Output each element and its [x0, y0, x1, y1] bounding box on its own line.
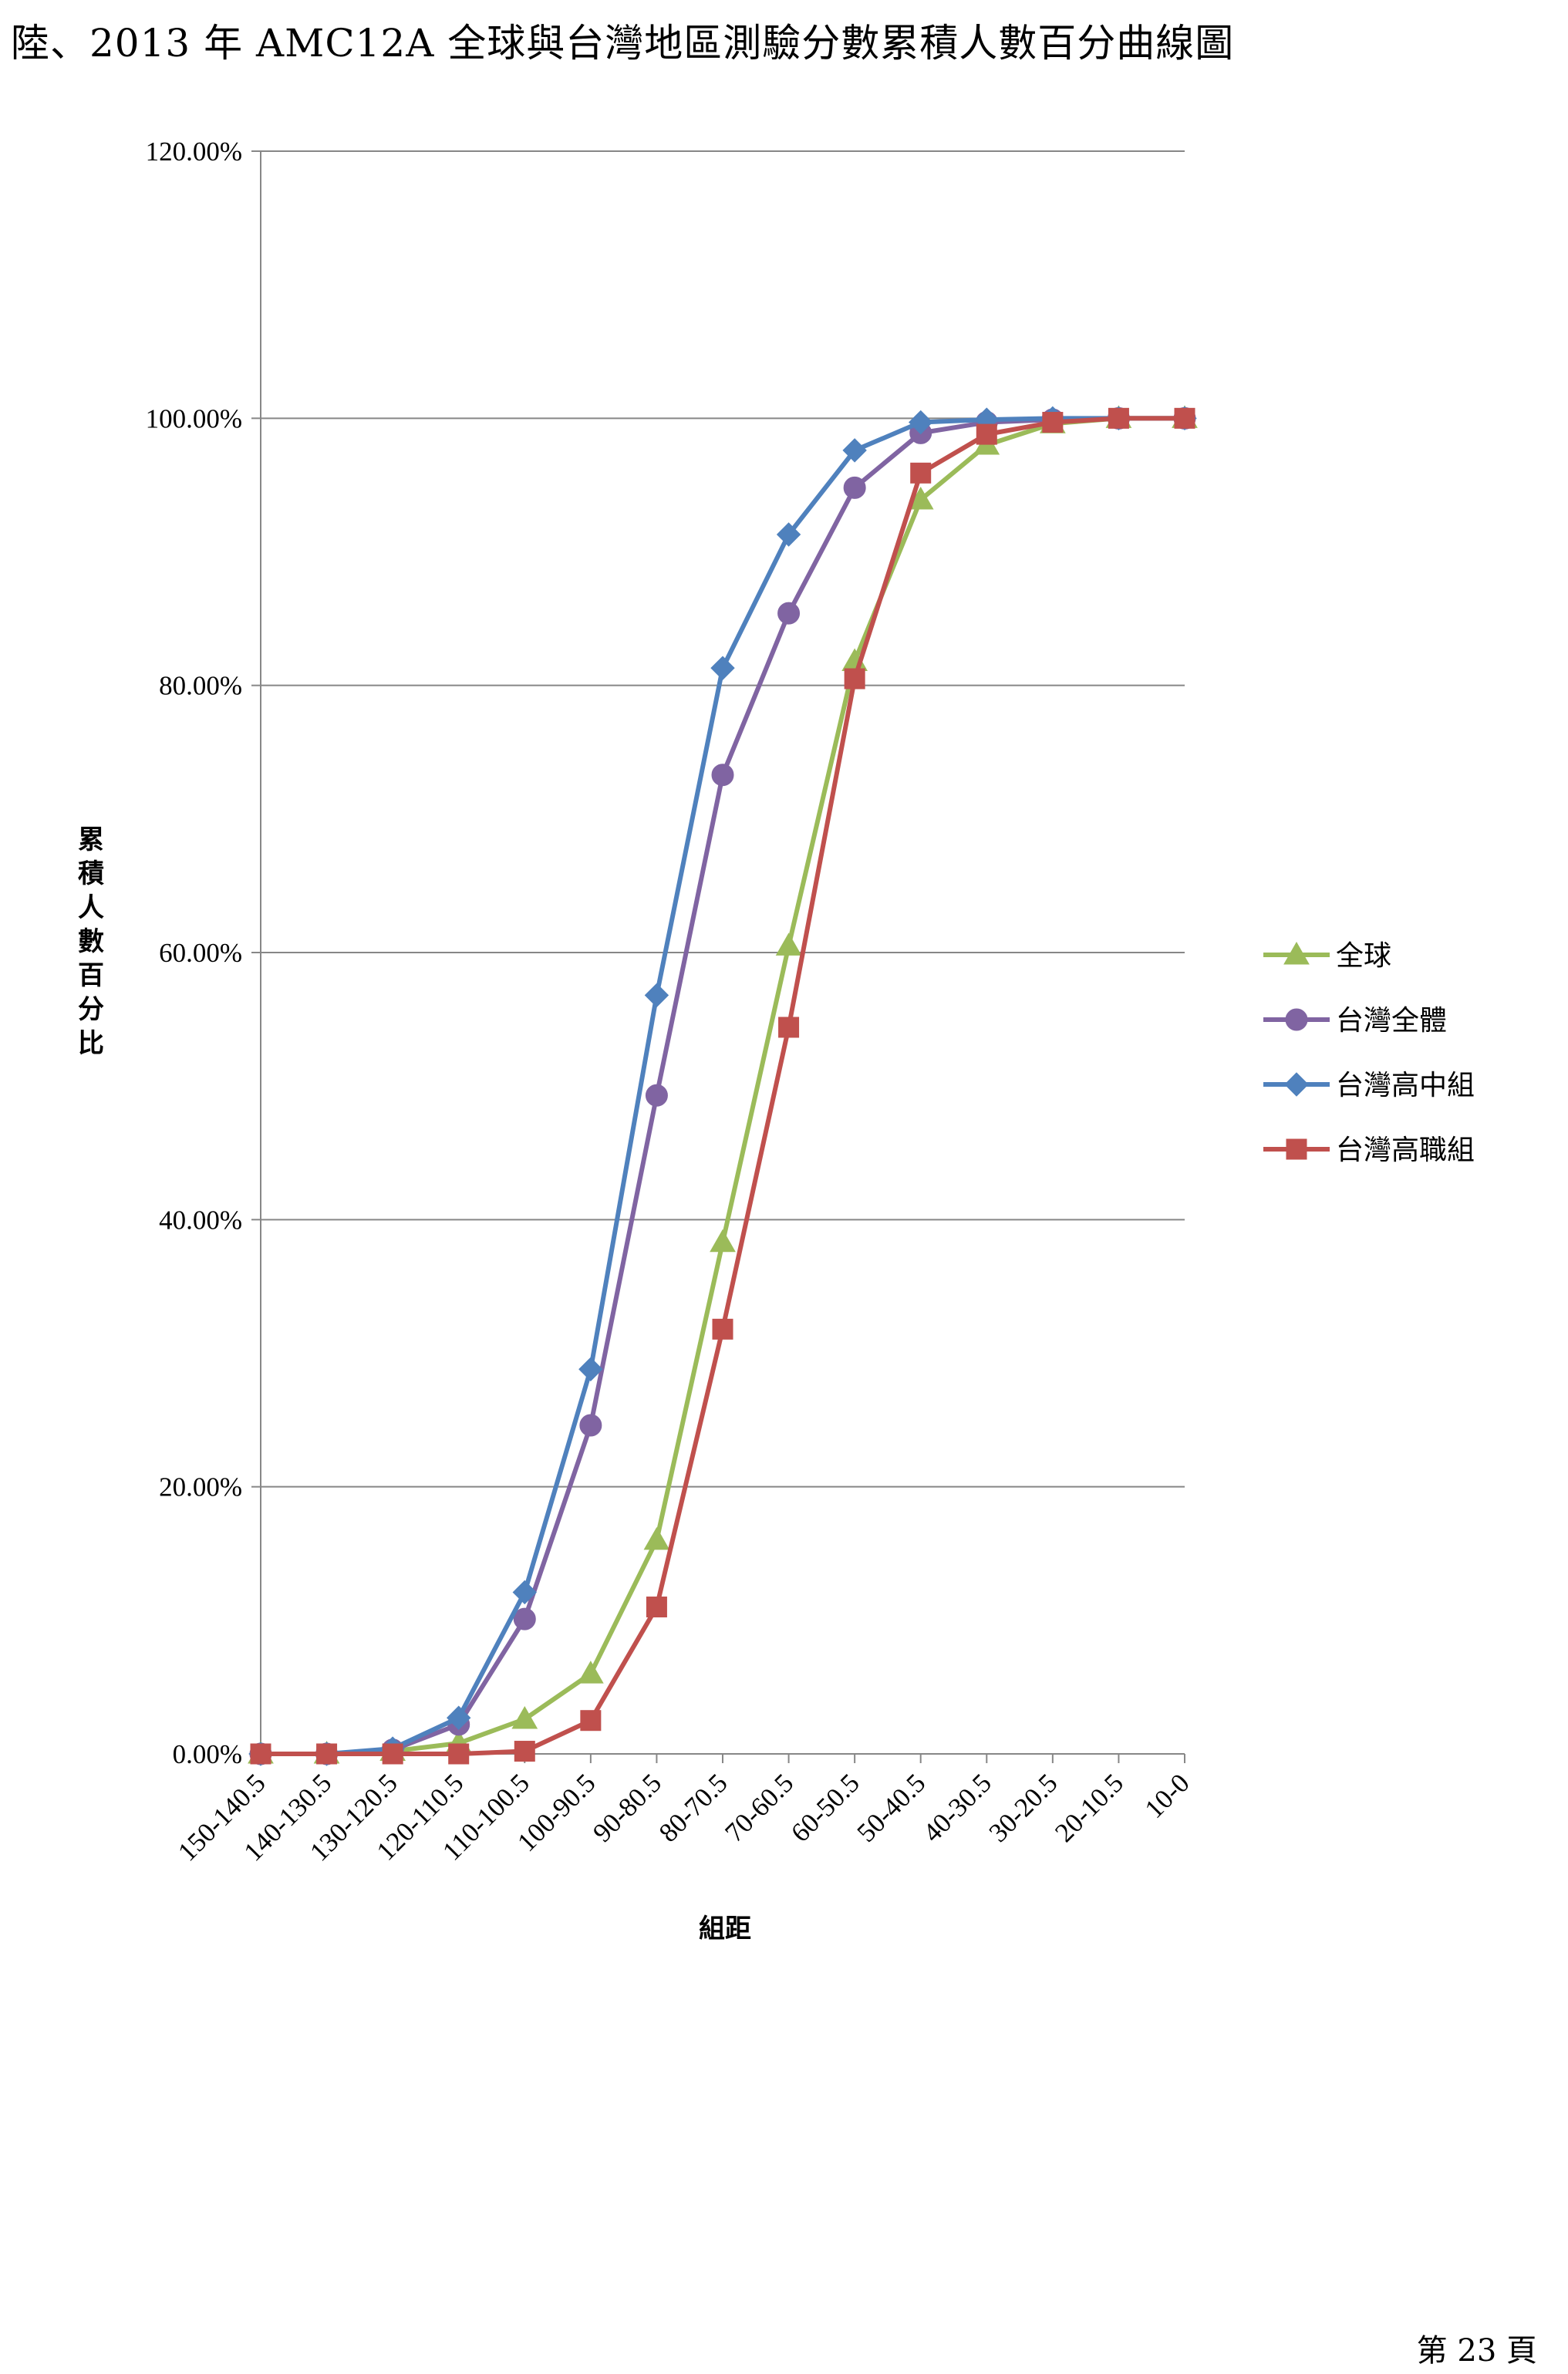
- page-number: 第 23 頁: [1416, 2333, 1537, 2369]
- data-point-triangle: [775, 932, 802, 956]
- data-point-diamond: [909, 410, 933, 435]
- series-circle: [249, 406, 1196, 1765]
- series-diamond: [248, 406, 1197, 1766]
- x-tick-labels: 150-140.5140-130.5130-120.5120-110.5110-…: [172, 1768, 1195, 1867]
- y-tick-label: 120.00%: [146, 137, 242, 167]
- legend-label: 台灣全體: [1336, 1005, 1447, 1037]
- y-axis-title-char: 比: [78, 1028, 104, 1059]
- x-tick-label: 20-10.5: [1049, 1768, 1129, 1848]
- data-point-square: [976, 423, 997, 445]
- data-point-diamond: [710, 656, 735, 680]
- series-square: [250, 407, 1195, 1765]
- y-axis-title-char: 數: [78, 926, 104, 957]
- data-point-circle: [843, 476, 866, 499]
- data-point-circle: [579, 1414, 602, 1437]
- data-point-square: [1174, 407, 1195, 429]
- legend-label: 全球: [1336, 940, 1391, 972]
- data-point-square: [646, 1597, 667, 1618]
- y-tick-label: 80.00%: [159, 671, 242, 701]
- y-tick-labels: 0.00% 20.00% 40.00% 60.00% 80.00% 100.00% 120.…: [146, 137, 242, 1769]
- y-tick-label: 0.00%: [173, 1739, 242, 1769]
- axes: [260, 151, 1185, 1763]
- y-axis-title-char: 積: [78, 858, 104, 889]
- data-point-diamond: [1284, 1072, 1309, 1097]
- x-tick-label: 30-20.5: [983, 1768, 1064, 1848]
- x-tick-label: 90-80.5: [587, 1768, 667, 1848]
- y-axis-title-char: 人: [78, 892, 104, 923]
- data-point-square: [514, 1741, 535, 1762]
- y-axis-title-char: 分: [78, 994, 104, 1025]
- legend-item: 台灣高中組: [1263, 1070, 1475, 1101]
- data-point-square: [580, 1710, 602, 1732]
- y-axis-title-char: 累: [78, 824, 104, 855]
- data-point-diamond: [512, 1580, 537, 1605]
- data-point-triangle: [710, 1229, 736, 1253]
- data-point-square: [844, 668, 865, 690]
- series-line: [261, 416, 1185, 1756]
- x-tick-label: 80-70.5: [653, 1768, 733, 1848]
- data-point-circle: [1285, 1008, 1308, 1031]
- series-line: [261, 416, 1185, 1756]
- series-triangle: [248, 405, 1198, 1764]
- x-tick-label: 40-30.5: [917, 1768, 997, 1848]
- y-axis-title: 累積人數百分比: [78, 824, 104, 1059]
- data-point-triangle: [643, 1526, 670, 1550]
- x-tick-label: 50-40.5: [851, 1768, 931, 1848]
- legend-label: 台灣高職組: [1336, 1135, 1475, 1166]
- data-point-square: [316, 1743, 338, 1765]
- data-point-square: [712, 1318, 733, 1340]
- data-point-square: [382, 1743, 403, 1765]
- series-line: [261, 416, 1185, 1756]
- data-point-circle: [645, 1084, 668, 1107]
- legend-item: 台灣高職組: [1263, 1135, 1475, 1166]
- data-point-square: [448, 1743, 470, 1765]
- y-tick-label: 20.00%: [159, 1472, 242, 1502]
- data-point-triangle: [577, 1661, 604, 1684]
- y-axis-title-char: 百: [78, 960, 104, 991]
- data-point-square: [778, 1017, 800, 1038]
- legend-item: 全球: [1263, 940, 1391, 972]
- data-point-triangle: [511, 1705, 538, 1729]
- data-point-square: [1042, 412, 1064, 433]
- data-point-square: [910, 462, 932, 484]
- data-point-circle: [777, 602, 801, 625]
- x-tick-label: 70-60.5: [719, 1768, 799, 1848]
- data-point-triangle: [1283, 941, 1310, 965]
- legend-label: 台灣高中組: [1336, 1070, 1475, 1101]
- series-line: [261, 416, 1185, 1756]
- x-tick-label: 60-50.5: [785, 1768, 865, 1848]
- data-point-diamond: [842, 438, 867, 463]
- page-title: 陸、2013 年 AMC12A 全球與台灣地區測驗分數累積人數百分曲線圖: [11, 21, 1235, 66]
- data-point-diamond: [578, 1357, 603, 1381]
- data-point-square: [1286, 1138, 1307, 1160]
- gridlines: [251, 150, 1185, 1755]
- x-tick-label: 10-0: [1139, 1768, 1195, 1824]
- legend-item: 台灣全體: [1263, 1005, 1447, 1037]
- data-point-diamond: [776, 522, 801, 547]
- data-point-square: [1108, 407, 1129, 429]
- data-point-square: [250, 1743, 271, 1765]
- y-tick-label: 100.00%: [146, 403, 242, 433]
- data-point-circle: [513, 1607, 536, 1630]
- y-tick-label: 40.00%: [159, 1205, 242, 1235]
- y-tick-label: 60.00%: [159, 938, 242, 968]
- series-lines: [248, 405, 1198, 1766]
- data-point-circle: [711, 764, 734, 787]
- x-axis-title: 組距: [699, 1914, 751, 1944]
- data-point-diamond: [447, 1705, 471, 1730]
- data-point-diamond: [644, 983, 669, 1008]
